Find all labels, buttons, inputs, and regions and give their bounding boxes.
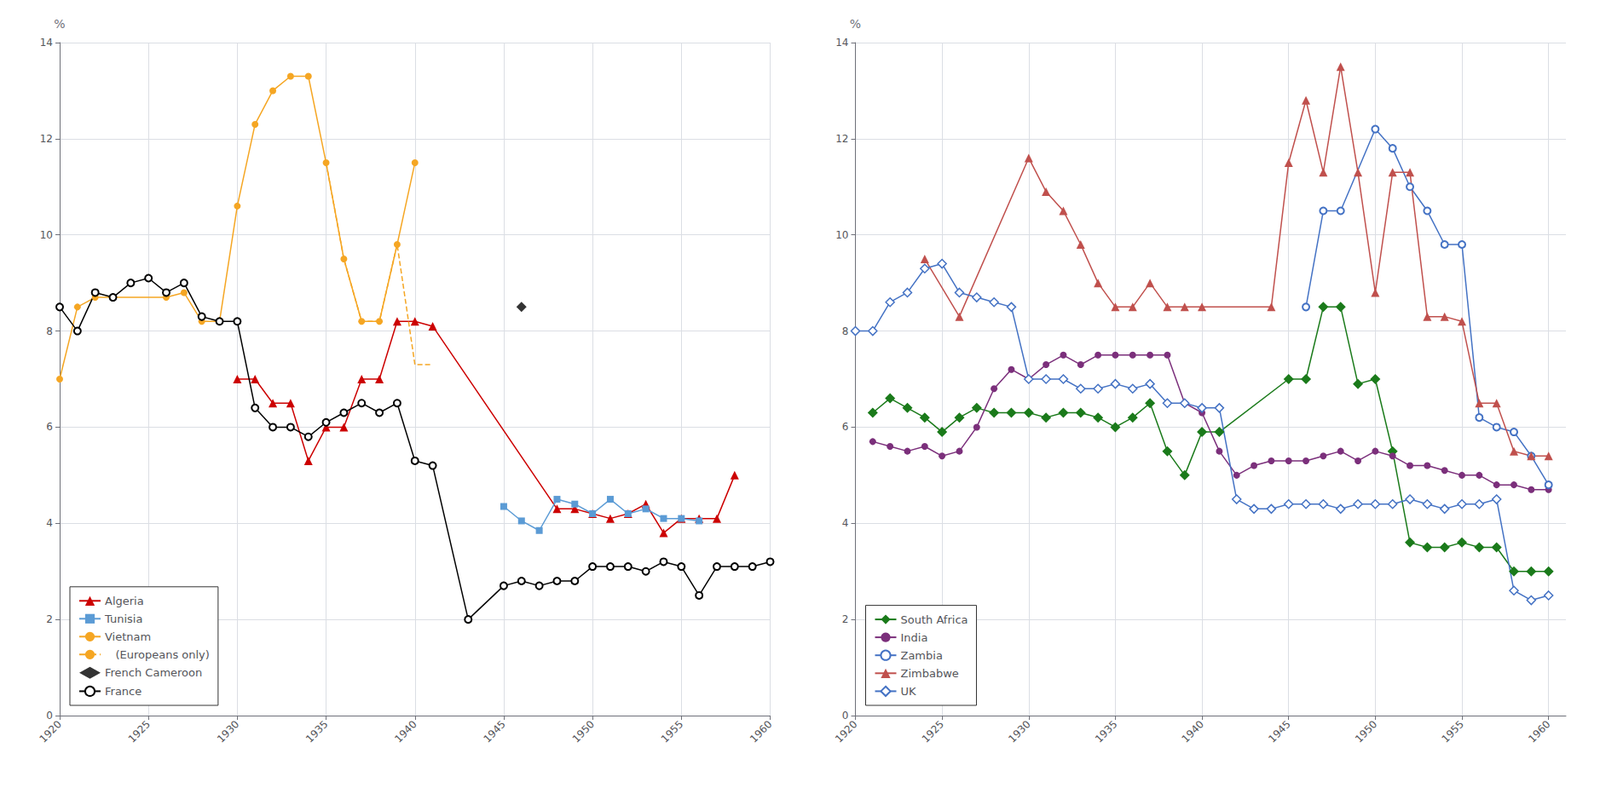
svg-text:1950: 1950 [1352,718,1380,746]
svg-text:1940: 1940 [1179,718,1207,746]
svg-text:12: 12 [835,132,849,145]
svg-text:1935: 1935 [1092,718,1120,746]
svg-text:1950: 1950 [570,718,597,746]
svg-text:1955: 1955 [658,718,686,746]
svg-text:Tunisia: Tunisia [103,612,143,626]
svg-text:1920: 1920 [832,718,860,746]
svg-text:14: 14 [40,36,53,49]
svg-text:France: France [104,685,142,699]
svg-text:6: 6 [842,421,850,434]
svg-text:1935: 1935 [303,718,330,746]
svg-text:Vietnam: Vietnam [104,630,151,644]
svg-text:0: 0 [46,710,53,723]
svg-text:South Africa: South Africa [901,613,969,627]
svg-text:8: 8 [842,325,850,338]
svg-text:(Europeans only): (Europeans only) [104,648,210,662]
svg-text:4: 4 [842,517,850,530]
svg-text:4: 4 [46,517,53,530]
svg-text:Zambia: Zambia [901,649,943,663]
svg-text:10: 10 [40,229,53,242]
svg-text:UK: UK [901,685,918,699]
svg-text:1955: 1955 [1439,718,1467,746]
svg-text:14: 14 [835,36,849,49]
svg-text:1960: 1960 [1525,718,1553,746]
svg-text:1930: 1930 [1005,718,1033,746]
svg-text:2: 2 [842,613,850,626]
svg-text:1925: 1925 [126,718,153,746]
svg-text:1930: 1930 [214,718,242,746]
svg-text:2: 2 [46,613,53,626]
svg-text:%: % [53,17,65,31]
svg-text:French Cameroon: French Cameroon [104,666,203,680]
svg-text:India: India [901,631,929,645]
svg-text:Zimbabwe: Zimbabwe [901,667,959,681]
svg-text:12: 12 [40,132,53,145]
svg-text:1920: 1920 [36,718,64,746]
svg-text:Algeria: Algeria [104,594,145,608]
svg-text:1945: 1945 [1265,718,1293,746]
svg-text:1925: 1925 [919,718,947,746]
svg-text:1945: 1945 [480,718,508,746]
svg-text:10: 10 [835,229,849,242]
svg-text:1960: 1960 [747,718,775,746]
svg-text:0: 0 [842,710,850,723]
svg-text:%: % [849,17,861,31]
svg-text:6: 6 [46,421,53,434]
svg-text:1940: 1940 [392,718,419,746]
svg-text:8: 8 [46,325,53,338]
